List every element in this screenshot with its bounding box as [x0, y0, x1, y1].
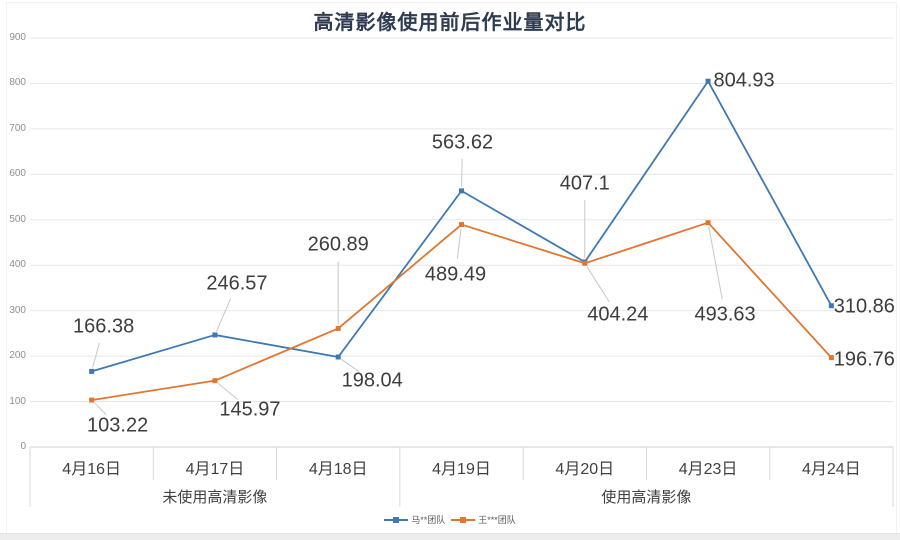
data-label: 404.24: [587, 303, 649, 326]
data-label-leader-line: [586, 266, 610, 303]
y-axis-tick-label: 400: [9, 259, 26, 271]
data-label-leader-line: [94, 402, 107, 416]
chart-title: 高清影像使用前后作业量对比: [313, 12, 587, 34]
data-label: 407.1: [559, 172, 610, 195]
legend-item-label: 王***团队: [478, 515, 516, 525]
data-label: 145.97: [219, 398, 281, 421]
data-label: 198.04: [341, 369, 403, 392]
y-axis-tick-label: 300: [9, 304, 26, 316]
data-label: 563.62: [431, 131, 494, 154]
data-label: 804.93: [713, 69, 775, 92]
y-axis-tick-label: 100: [9, 395, 26, 407]
y-axis-tick-label: 900: [9, 32, 26, 43]
data-label: 310.86: [833, 295, 895, 318]
data-label: 260.89: [307, 233, 369, 256]
data-point-marker: [212, 378, 218, 384]
data-label-leader-line: [708, 226, 723, 300]
data-label: 166.38: [73, 315, 135, 338]
x-axis-category-label: 4月20日: [555, 461, 615, 478]
y-axis-tick-label: 200: [9, 350, 26, 362]
legend-item-label: 马**团队: [411, 515, 446, 525]
y-axis-tick-label: 700: [9, 122, 26, 134]
y-axis-tick-label: 800: [9, 77, 26, 89]
data-point-marker: [89, 368, 95, 374]
data-label-leader-line: [216, 298, 232, 332]
legend-item: 王***团队: [451, 513, 516, 526]
data-label: 246.57: [206, 272, 268, 295]
data-label-leader-line: [461, 158, 463, 187]
data-point-marker: [828, 303, 834, 309]
data-label-leader-line: [217, 382, 238, 400]
data-point-marker: [828, 355, 834, 361]
data-point-marker: [705, 78, 711, 84]
bottom-divider: [0, 533, 900, 540]
legend-square-icon: [460, 516, 467, 523]
x-axis-group-label: 未使用高清影像: [162, 489, 268, 506]
data-point-marker: [459, 188, 464, 194]
legend-item: 马**团队: [384, 513, 445, 526]
x-axis-category-label: 4月19日: [432, 461, 491, 478]
data-point-marker: [335, 354, 341, 360]
chart-legend: 马**团队 王***团队: [0, 513, 900, 526]
data-label-leader-line: [92, 342, 100, 368]
legend-series-marker-icon: [451, 514, 476, 526]
x-axis-category-label: 4月17日: [185, 461, 245, 478]
data-point-marker: [705, 220, 711, 226]
y-axis-tick-label: 500: [9, 213, 26, 225]
data-point-marker: [582, 260, 588, 266]
legend-square-icon: [393, 516, 400, 523]
x-axis-group-label: 使用高清影像: [601, 489, 692, 506]
legend-series-marker-icon: [384, 514, 409, 526]
data-point-marker: [212, 332, 218, 338]
data-point-marker: [459, 222, 464, 228]
data-label: 196.76: [833, 348, 895, 371]
x-axis-category-label: 4月24日: [801, 461, 861, 478]
x-axis-category-label: 4月23日: [678, 461, 738, 478]
data-label: 493.63: [694, 303, 756, 326]
data-point-marker: [89, 397, 95, 403]
data-label-leader-line: [456, 228, 462, 259]
data-label: 103.22: [87, 414, 149, 437]
data-label: 489.49: [424, 263, 487, 286]
x-axis-category-label: 4月18日: [308, 461, 368, 478]
data-label-leader-line: [341, 358, 360, 373]
data-point-marker: [335, 325, 341, 331]
y-axis-tick-label: 0: [20, 441, 26, 452]
y-axis-tick-label: 600: [9, 168, 26, 180]
x-axis-category-label: 4月16日: [62, 461, 121, 478]
